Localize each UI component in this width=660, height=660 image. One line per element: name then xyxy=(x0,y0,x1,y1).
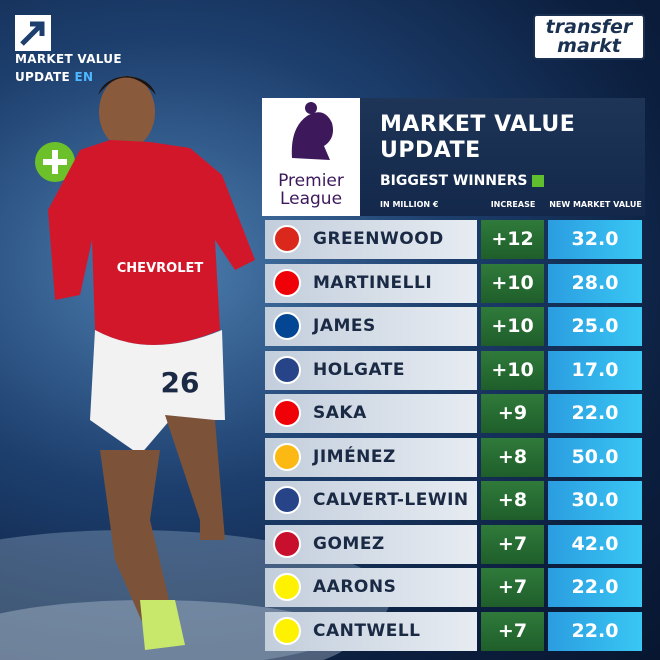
lion-icon xyxy=(291,102,333,160)
league-line: League xyxy=(279,189,343,209)
brand-line: MARKET VALUE xyxy=(15,52,122,66)
club-badge xyxy=(273,355,301,384)
club-badge xyxy=(273,486,301,514)
market-value: 25.0 xyxy=(548,307,642,346)
increase: +8 xyxy=(481,437,544,477)
brand-line: UPDATE EN xyxy=(15,70,93,84)
player-name: GREENWOOD xyxy=(313,229,444,249)
club-badge xyxy=(273,616,301,645)
table-row: GREENWOOD +12 32.0 xyxy=(265,220,642,259)
market-value: 17.0 xyxy=(548,350,642,390)
club-badge xyxy=(273,573,301,601)
player-name: CALVERT-LEWIN xyxy=(313,490,469,510)
club-badge xyxy=(273,268,301,297)
market-value: 42.0 xyxy=(548,524,642,564)
player-name: HOLGATE xyxy=(313,359,406,380)
column-header: NEW MARKET VALUE xyxy=(549,200,642,209)
sponsor: CHEVROLET xyxy=(117,261,204,276)
club-badge xyxy=(273,442,301,471)
table-row: GOMEZ +7 42.0 xyxy=(265,524,642,564)
increase: +7 xyxy=(481,524,544,564)
club-badge xyxy=(273,225,301,253)
table-row: AARONS +7 22.0 xyxy=(265,568,642,607)
shirt-number: 26 xyxy=(161,366,200,399)
market-value: 50.0 xyxy=(548,437,642,477)
player-name: JAMES xyxy=(313,316,376,336)
league-logo: Premier League xyxy=(262,98,360,216)
market-value: 22.0 xyxy=(548,568,642,607)
league-name: Premier League xyxy=(262,172,360,208)
club-badge xyxy=(273,399,301,427)
table-row: SAKA +9 22.0 xyxy=(265,394,642,433)
market-value: 22.0 xyxy=(548,611,642,651)
table-row: CANTWELL +7 22.0 xyxy=(265,611,642,651)
increase: +10 xyxy=(481,307,544,346)
player-name: AARONS xyxy=(313,577,397,597)
club-badge xyxy=(273,529,301,558)
table-row: JAMES +10 25.0 xyxy=(265,307,642,346)
increase: +7 xyxy=(481,611,544,651)
increase: +10 xyxy=(481,350,544,390)
increase: +12 xyxy=(481,220,544,259)
unit: IN MILLION € xyxy=(380,200,439,209)
up-arrow xyxy=(532,175,545,187)
player-name: MARTINELLI xyxy=(313,272,433,293)
table-row: CALVERT-LEWIN +8 30.0 xyxy=(265,481,642,520)
title: UPDATE xyxy=(380,138,481,163)
increase: +9 xyxy=(481,394,544,433)
player-name: CANTWELL xyxy=(313,620,421,641)
subtitle: BIGGEST WINNERS xyxy=(380,173,545,189)
title: MARKET VALUE xyxy=(380,112,576,137)
increase: +10 xyxy=(481,263,544,303)
logo-text: markt xyxy=(557,35,621,57)
club-badge xyxy=(273,312,301,340)
increase: +8 xyxy=(481,481,544,520)
increase: +7 xyxy=(481,568,544,607)
player-name: JIMÉNEZ xyxy=(313,446,396,467)
column-header: INCREASE xyxy=(490,200,536,209)
league-line: Premier xyxy=(278,171,344,191)
market-value: 32.0 xyxy=(548,220,642,259)
table-row: HOLGATE +10 17.0 xyxy=(265,350,642,390)
brand-line: UPDATE xyxy=(15,70,71,84)
subtitle-text: BIGGEST WINNERS xyxy=(380,173,528,189)
player-name: GOMEZ xyxy=(313,533,385,554)
table-row: JIMÉNEZ +8 50.0 xyxy=(265,437,642,477)
market-value: 28.0 xyxy=(548,263,642,303)
player-name: SAKA xyxy=(313,403,367,423)
market-value: 22.0 xyxy=(548,394,642,433)
language: EN xyxy=(74,70,94,84)
logo-text: transfer xyxy=(545,16,633,38)
table-row: MARTINELLI +10 28.0 xyxy=(265,263,642,303)
market-value: 30.0 xyxy=(548,481,642,520)
transfermarkt-logo: transfer markt xyxy=(533,14,645,60)
